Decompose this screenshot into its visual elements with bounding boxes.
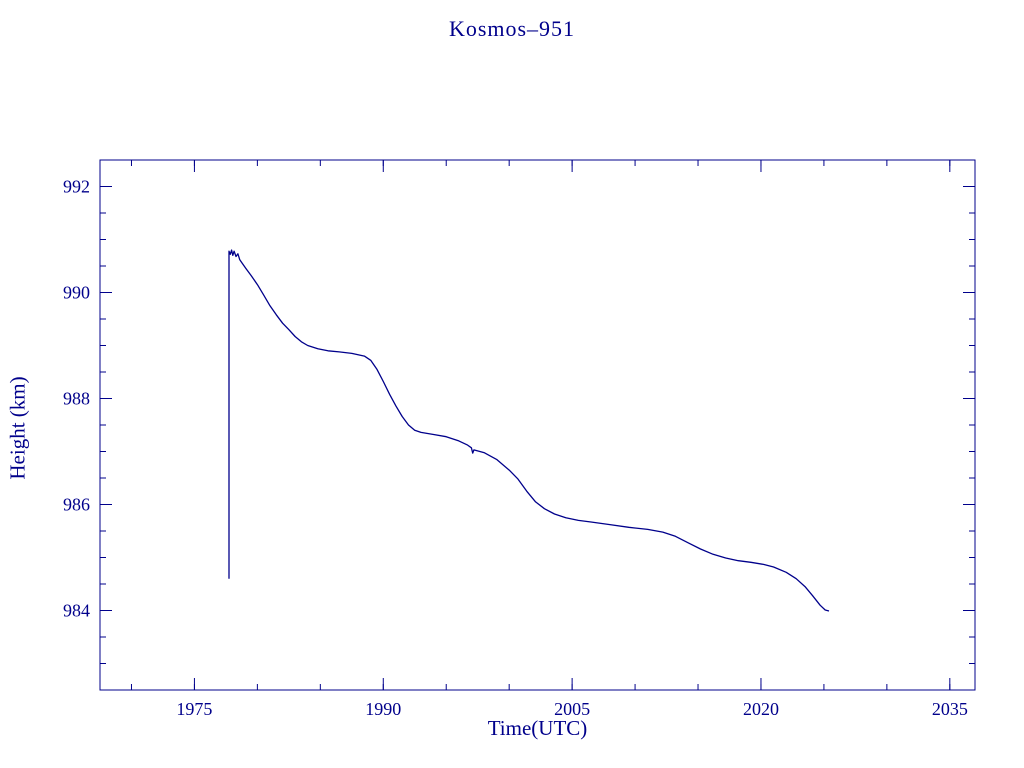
x-tick-label: 2005 [554,699,590,719]
x-axis-label: Time(UTC) [487,716,588,740]
y-tick-label: 990 [63,283,90,303]
height-series-line [228,249,830,612]
y-tick-label: 992 [63,177,90,197]
x-tick-label: 2020 [743,699,779,719]
y-tick-label: 988 [63,389,90,409]
x-tick-label: 1990 [365,699,401,719]
chart-title: Kosmos–951 [448,16,576,41]
x-tick-label: 1975 [176,699,212,719]
y-axis-label: Height (km) [5,376,30,480]
x-tick-label: 2035 [932,699,968,719]
plot-frame [99,159,976,691]
y-tick-label: 986 [63,495,90,515]
y-tick-label: 984 [63,601,90,621]
